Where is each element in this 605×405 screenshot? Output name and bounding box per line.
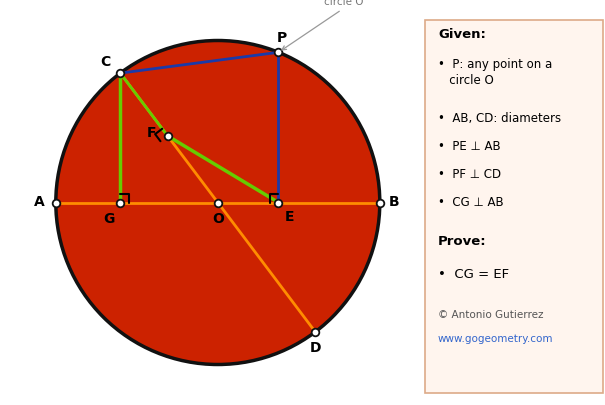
Text: G: G	[103, 212, 115, 226]
Text: D: D	[310, 341, 321, 355]
Text: B: B	[389, 196, 400, 209]
FancyBboxPatch shape	[425, 20, 603, 393]
Text: Prove:: Prove:	[438, 234, 486, 248]
Circle shape	[56, 40, 380, 364]
Text: •  CG = EF: • CG = EF	[438, 268, 509, 281]
Text: O: O	[212, 212, 224, 226]
Text: •  CG ⊥ AB: • CG ⊥ AB	[438, 196, 503, 209]
Text: C: C	[100, 55, 111, 69]
Text: © Antonio Gutierrez: © Antonio Gutierrez	[438, 310, 543, 320]
Text: •  PF ⊥ CD: • PF ⊥ CD	[438, 168, 501, 181]
Text: •  AB, CD: diameters: • AB, CD: diameters	[438, 111, 561, 124]
Text: E: E	[285, 210, 295, 224]
Text: Any point on a
circle O: Any point on a circle O	[282, 0, 399, 50]
Text: P: P	[276, 31, 287, 45]
Text: Given:: Given:	[438, 28, 486, 40]
Text: •  PE ⊥ AB: • PE ⊥ AB	[438, 139, 501, 153]
Text: www.gogeometry.com: www.gogeometry.com	[438, 334, 554, 344]
Text: •  P: any point on a
   circle O: • P: any point on a circle O	[438, 58, 552, 87]
Text: A: A	[34, 196, 45, 209]
Text: F: F	[146, 126, 156, 140]
